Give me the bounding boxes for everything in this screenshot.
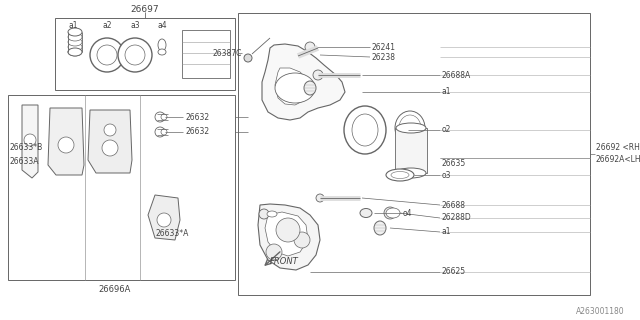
Text: 26633A: 26633A (10, 157, 40, 166)
Polygon shape (275, 68, 312, 105)
Text: 26633*A: 26633*A (155, 228, 188, 237)
Ellipse shape (68, 28, 82, 36)
Ellipse shape (396, 123, 426, 133)
Polygon shape (148, 195, 180, 240)
Circle shape (155, 112, 165, 122)
Ellipse shape (68, 43, 82, 51)
Text: 26238: 26238 (372, 52, 396, 61)
Bar (238, 13, 590, 295)
Text: 26632: 26632 (185, 113, 209, 122)
Text: 26633*B: 26633*B (10, 143, 44, 153)
Circle shape (294, 232, 310, 248)
Text: 26696A: 26696A (99, 285, 131, 294)
Text: o2: o2 (442, 125, 451, 134)
Text: 26635: 26635 (442, 158, 467, 167)
Circle shape (104, 124, 116, 136)
Ellipse shape (374, 221, 386, 235)
Bar (8, 95, 235, 280)
Circle shape (161, 129, 167, 135)
Ellipse shape (360, 209, 372, 218)
Ellipse shape (275, 73, 315, 103)
Circle shape (155, 127, 165, 137)
Ellipse shape (399, 115, 421, 141)
Ellipse shape (344, 106, 386, 154)
Circle shape (266, 244, 282, 260)
Polygon shape (22, 105, 38, 178)
Text: 26625: 26625 (442, 268, 466, 276)
Text: A263001180: A263001180 (577, 308, 625, 316)
Text: 26241: 26241 (372, 43, 396, 52)
Ellipse shape (267, 211, 277, 217)
Polygon shape (262, 44, 345, 120)
Circle shape (313, 70, 323, 80)
Text: 26688A: 26688A (442, 70, 471, 79)
Circle shape (24, 134, 36, 146)
Ellipse shape (304, 81, 316, 95)
Circle shape (58, 137, 74, 153)
Polygon shape (48, 108, 84, 175)
Ellipse shape (68, 48, 82, 56)
Ellipse shape (395, 111, 425, 145)
Text: 26288D: 26288D (442, 213, 472, 222)
Ellipse shape (396, 168, 426, 178)
Bar (395, 128, 427, 173)
Text: 26387C: 26387C (212, 49, 242, 58)
Circle shape (316, 194, 324, 202)
Text: a3: a3 (130, 20, 140, 29)
Text: o3: o3 (442, 171, 451, 180)
Circle shape (305, 42, 315, 52)
Circle shape (161, 114, 167, 120)
Ellipse shape (352, 114, 378, 146)
Ellipse shape (68, 48, 82, 56)
Text: FRONT: FRONT (270, 258, 299, 267)
Text: o4: o4 (403, 209, 413, 218)
Text: a1: a1 (68, 20, 77, 29)
Text: a4: a4 (157, 20, 167, 29)
Ellipse shape (68, 38, 82, 46)
Circle shape (276, 218, 300, 242)
Text: 26688: 26688 (442, 201, 466, 210)
Circle shape (125, 45, 145, 65)
Polygon shape (258, 204, 320, 270)
Circle shape (244, 54, 252, 62)
Circle shape (157, 213, 171, 227)
Ellipse shape (386, 208, 400, 218)
Text: a1: a1 (442, 87, 451, 97)
Ellipse shape (158, 39, 166, 51)
Circle shape (118, 38, 152, 72)
Circle shape (384, 207, 396, 219)
Ellipse shape (386, 169, 414, 181)
Text: a1: a1 (442, 228, 451, 236)
Circle shape (97, 45, 117, 65)
Ellipse shape (158, 49, 166, 55)
Text: 26692 <RH>: 26692 <RH> (596, 143, 640, 153)
Circle shape (259, 209, 269, 219)
Bar (182, 30, 230, 78)
Text: a2: a2 (102, 20, 112, 29)
Circle shape (102, 140, 118, 156)
Ellipse shape (391, 172, 409, 179)
Text: 26692A<LH>: 26692A<LH> (596, 156, 640, 164)
Text: 26632: 26632 (185, 127, 209, 137)
Bar (55, 18, 235, 90)
Polygon shape (265, 212, 308, 256)
Text: 26697: 26697 (131, 4, 159, 13)
Circle shape (90, 38, 124, 72)
Polygon shape (88, 110, 132, 173)
Ellipse shape (68, 33, 82, 41)
